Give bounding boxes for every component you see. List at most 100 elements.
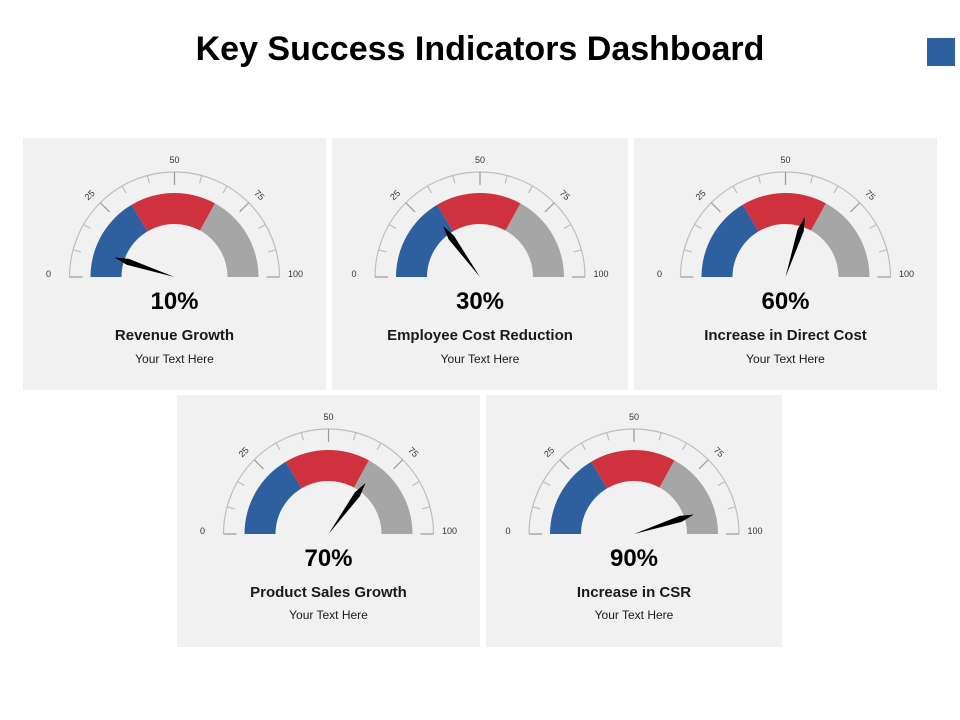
gauge-minor-tick [869,223,877,230]
gauge-value: 10% [150,288,199,315]
gauge-tick-label: 75 [863,188,877,202]
gauge-major-tick [253,459,264,470]
gauge-label: Employee Cost Reduction [387,327,573,344]
gauge-minor-tick [683,249,692,253]
gauge-band-high [354,460,413,534]
gauge-minor-tick [388,223,397,230]
gauge-minor-tick [452,175,456,184]
gauge-subtext: Your Text Here [289,608,368,622]
gauge-increase-in-csr: 0 25 50 75 100 [505,412,762,536]
gauge-tick-label: 0 [46,269,51,279]
gauge-minor-tick [757,175,761,184]
gauge-minor-tick [426,185,433,194]
gauge-major-tick [544,202,555,213]
gauge-tick-label: 25 [388,188,402,202]
gauge-tick-label: 0 [200,526,205,536]
gauge-minor-tick [504,175,508,184]
page-title: Key Success Indicators Dashboard [195,30,765,68]
gauge-label: Increase in CSR [576,584,692,601]
gauge-tick-label: 25 [83,188,97,202]
gauge-minor-tick [412,480,420,487]
gauge-tick-label: 100 [593,269,608,279]
gauge-minor-tick [606,432,610,441]
gauge-band-high [659,460,718,534]
gauge-card-increase-in-csr: 0 25 50 75 100 90% Increase in CSR Your Text… [486,395,782,647]
gauge-band-high [811,203,870,277]
gauge-minor-tick [658,432,662,441]
gauge-needle [442,226,480,277]
gauge-minor-tick [879,249,888,253]
gauge-label: Increase in Direct Cost [704,327,867,344]
gauge-minor-tick [527,185,534,194]
gauge-major-tick [239,202,250,213]
gauge-card-revenue-growth: 0 25 50 75 100 10% Revenue Growth Your Text … [23,138,326,390]
gauge-value: 70% [304,545,353,572]
gauge-major-tick [710,202,721,213]
gauge-value: 30% [455,288,505,315]
gauge-card-employee-cost-reduction: 0 25 50 75 100 30% Employee Cost Reduction Y… [332,138,628,390]
gauge-minor-tick [83,223,91,230]
gauge-subtext: Your Text Here [594,608,674,622]
gauge-value: 60% [761,288,810,315]
gauge-minor-tick [563,223,572,230]
gauge-band-high [200,203,259,277]
gauge-tick-label: 0 [505,526,510,536]
gauge-increase-in-direct-cost: 0 25 50 75 100 [657,155,914,279]
gauge-minor-tick [573,249,582,253]
gauge-band-low [244,461,302,534]
gauge-needle [785,217,805,277]
gauge-tick-label: 75 [712,445,726,459]
gauge-card-increase-in-direct-cost: 0 25 50 75 100 60% Increase in Direct Cost Y… [634,138,937,390]
gauge-minor-tick [378,249,387,253]
gauge-minor-tick [258,223,266,230]
gauge-minor-tick [275,442,281,451]
gauge-subtext: Your Text Here [440,352,520,366]
gauge-tick-label: 50 [780,155,790,165]
gauge-subtext: Your Text Here [746,352,825,366]
gauge-minor-tick [422,506,431,510]
gauge-minor-tick [353,432,357,441]
gauge-minor-tick [121,185,127,194]
gauge-minor-tick [72,249,81,253]
gauge-product-sales-growth: 0 25 50 75 100 [200,412,457,536]
gauge-major-tick [393,459,404,470]
gauge-minor-tick [300,432,304,441]
gauge-tick-label: 0 [351,269,356,279]
gauge-band-low [90,204,148,277]
gauge-tick-label: 75 [252,188,266,202]
gauge-minor-tick [833,185,839,194]
gauge-tick-label: 75 [406,445,420,459]
accent-square [927,38,955,66]
gauge-major-tick [99,202,110,213]
gauge-band-low [701,204,759,277]
gauge-minor-tick [681,442,688,451]
gauge-label: Product Sales Growth [250,584,407,601]
gauge-band-mid [437,193,521,232]
gauge-tick-label: 0 [657,269,662,279]
gauge-minor-tick [732,185,738,194]
gauge-band-mid [285,450,369,489]
gauge-tick-label: 100 [288,269,303,279]
gauge-minor-tick [532,506,541,510]
gauge-tick-label: 50 [475,155,485,165]
gauge-minor-tick [222,185,228,194]
gauge-tick-label: 50 [323,412,333,422]
gauge-card-product-sales-growth: 0 25 50 75 100 70% Product Sales Growth Your… [177,395,480,647]
gauge-value: 90% [609,545,659,572]
gauge-minor-tick [580,442,587,451]
gauge-band-low [550,461,608,534]
gauge-major-tick [559,459,570,470]
gauge-band-low [396,204,454,277]
gauge-label: Revenue Growth [114,327,235,344]
gauge-tick-label: 75 [558,188,572,202]
gauge-major-tick [698,459,709,470]
gauge-needle [634,514,694,534]
gauge-tick-label: 25 [694,188,708,202]
gauge-minor-tick [237,480,245,487]
gauge-tick-label: 100 [899,269,914,279]
gauge-minor-tick [199,175,203,184]
gauge-employee-cost-reduction: 0 25 50 75 100 [351,155,608,279]
gauge-minor-tick [810,175,814,184]
gauge-tick-label: 50 [169,155,179,165]
gauge-band-mid [131,193,215,232]
